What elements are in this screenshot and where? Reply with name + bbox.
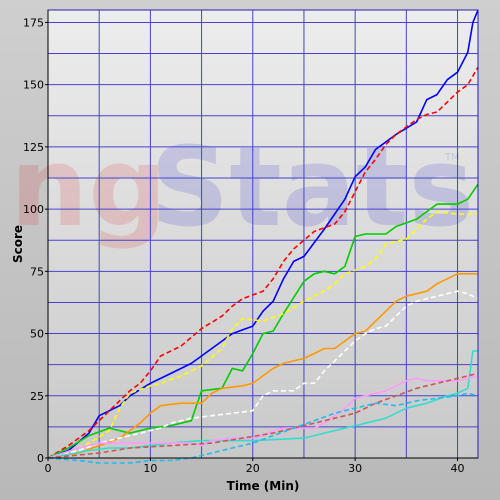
y-tick-label: 125 [23, 141, 44, 154]
watermark-blue-text: Stats [150, 123, 474, 251]
x-tick-label: 40 [451, 462, 465, 475]
series-line-6 [47, 290, 479, 459]
series-line-5 [47, 272, 478, 459]
series-line-7 [47, 350, 478, 459]
series-line-3 [47, 183, 479, 459]
series-line-10 [47, 392, 479, 464]
x-tick-label: 10 [143, 462, 157, 475]
y-tick-label: 150 [23, 79, 44, 92]
y-tick-label: 175 [23, 16, 44, 29]
y-tick-label: 0 [37, 452, 44, 465]
axes [45, 9, 479, 461]
series-line-4 [47, 210, 478, 459]
series-group [47, 9, 479, 464]
series-line-9 [47, 372, 479, 459]
x-axis-title: Time (Min) [227, 479, 300, 493]
y-tick-label: 100 [23, 203, 44, 216]
series-line-8 [47, 375, 479, 459]
series-line-2 [47, 66, 479, 459]
watermark-tm-text: TM [444, 152, 460, 163]
x-tick-label: 0 [45, 462, 52, 475]
watermark-red-text: ng [10, 123, 167, 251]
y-tick-label: 25 [30, 390, 44, 403]
series-line-1 [47, 9, 479, 459]
x-tick-label: 30 [348, 462, 362, 475]
ngstats-watermark: ng Stats TM [10, 123, 474, 251]
x-tick-label: 20 [246, 462, 260, 475]
tick-labels: 0 10 20 30 40 0 25 50 75 100 125 150 175 [23, 16, 465, 475]
y-axis-title: Score [11, 225, 25, 263]
y-tick-label: 75 [30, 265, 44, 278]
y-tick-label: 50 [30, 328, 44, 341]
